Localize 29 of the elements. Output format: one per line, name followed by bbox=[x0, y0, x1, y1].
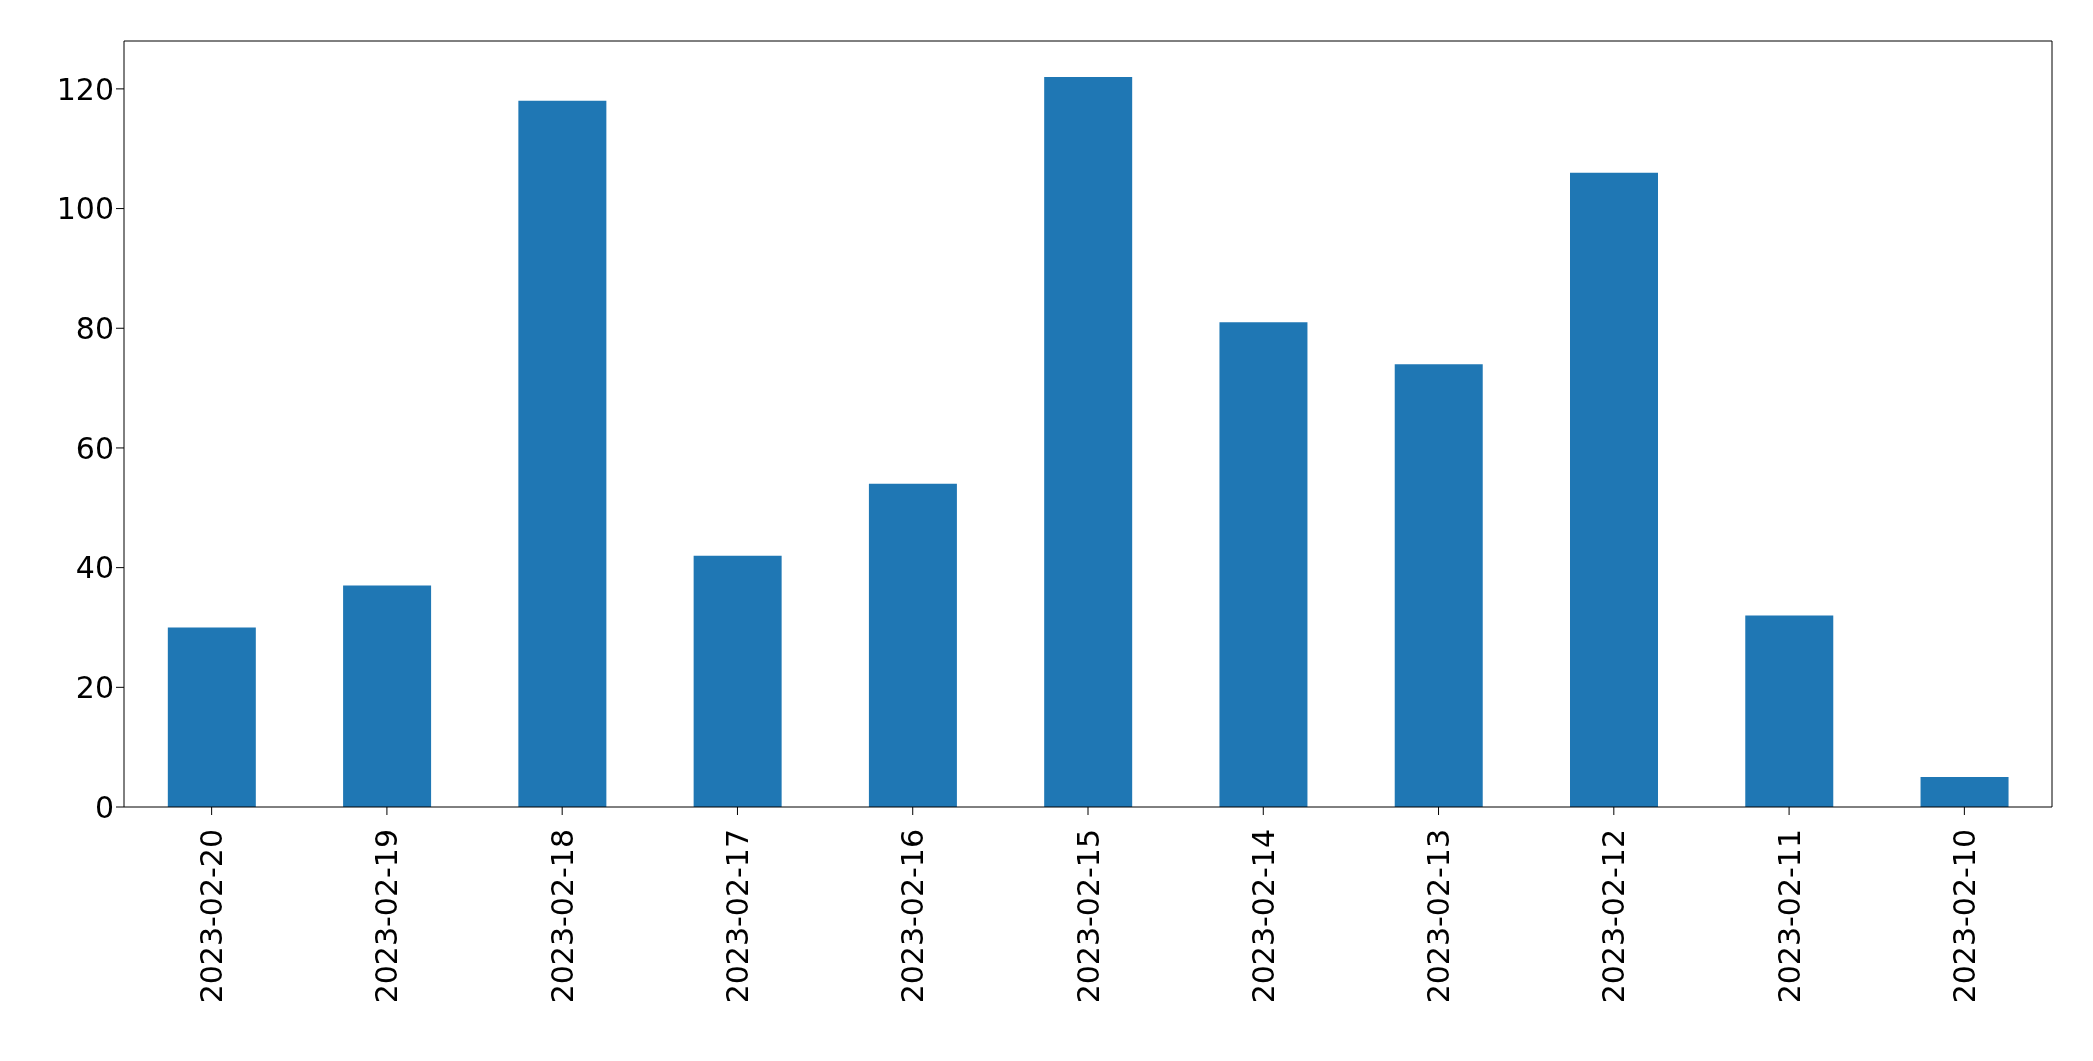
bar bbox=[693, 555, 782, 807]
bar bbox=[167, 627, 256, 807]
x-tick-label: 2023-02-17 bbox=[719, 829, 755, 1004]
x-tick-label: 2023-02-11 bbox=[1771, 829, 1807, 1004]
x-tick-label: 2023-02-12 bbox=[1596, 829, 1632, 1004]
x-tick-label: 2023-02-18 bbox=[544, 829, 580, 1004]
bar bbox=[868, 483, 957, 807]
bar bbox=[1219, 322, 1308, 807]
x-tick-label: 2023-02-19 bbox=[369, 829, 405, 1004]
bar bbox=[1745, 615, 1834, 807]
x-tick-label: 2023-02-20 bbox=[194, 829, 230, 1004]
y-tick-label: 100 bbox=[56, 191, 114, 227]
y-tick-label: 60 bbox=[75, 430, 114, 466]
y-tick-label: 80 bbox=[75, 310, 114, 346]
bar bbox=[1044, 76, 1133, 807]
bar bbox=[1394, 364, 1483, 807]
bar bbox=[1570, 172, 1658, 807]
y-tick-label: 20 bbox=[75, 669, 114, 705]
y-tick-label: 120 bbox=[56, 71, 114, 107]
x-tick-label: 2023-02-13 bbox=[1421, 829, 1457, 1004]
bar bbox=[343, 585, 432, 807]
y-tick-label: 40 bbox=[75, 550, 114, 586]
x-tick-label: 2023-02-14 bbox=[1245, 829, 1281, 1004]
bar bbox=[1920, 777, 2009, 807]
x-tick-label: 2023-02-16 bbox=[895, 829, 931, 1004]
x-tick-label: 2023-02-10 bbox=[1946, 829, 1982, 1004]
bar bbox=[518, 100, 607, 807]
x-tick-label: 2023-02-15 bbox=[1070, 829, 1106, 1004]
y-tick-label: 0 bbox=[94, 789, 114, 825]
